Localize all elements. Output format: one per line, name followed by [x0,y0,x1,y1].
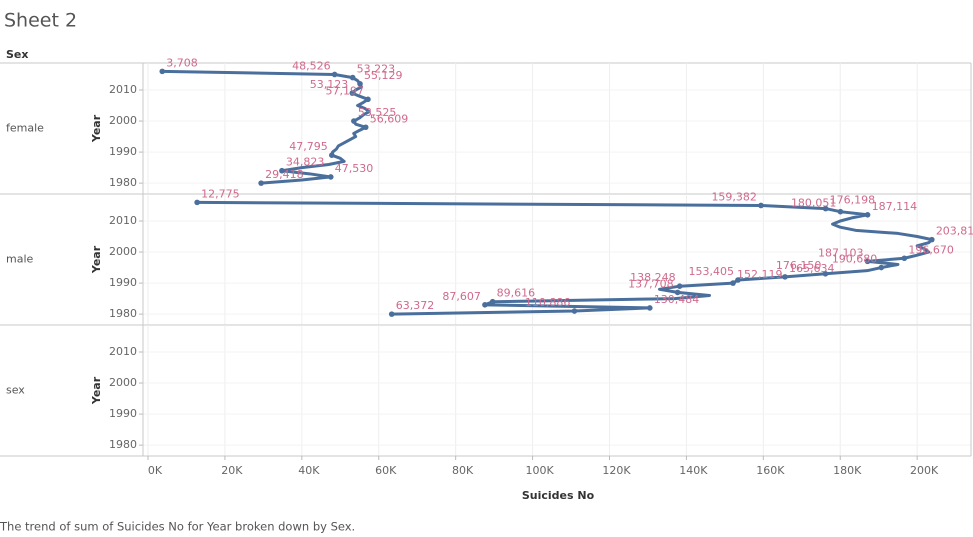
y-tick-label: 1980 [109,438,137,451]
data-label: 55,129 [364,69,403,82]
data-label: 53,525 [358,106,397,119]
data-label: 196,670 [908,243,954,256]
point [901,255,908,262]
y-tick-label: 2000 [109,245,137,258]
y-axis-title: Year [90,376,103,405]
data-label: 152,119 [737,268,783,281]
point [327,174,334,180]
y-tick-label: 1990 [109,276,137,289]
y-tick-label: 2010 [109,345,137,358]
data-label: 159,382 [711,190,757,203]
point [822,270,829,277]
data-label: 137,708 [628,277,674,290]
y-tick-label: 2010 [109,214,137,227]
y-axis-title: Year [90,245,103,274]
y-tick-label: 1990 [109,407,137,420]
y-tick-label: 2000 [109,376,137,389]
data-label: 153,405 [688,265,734,278]
data-label: 34,823 [286,156,325,169]
x-tick-label: 120K [602,464,631,477]
point [357,80,363,87]
data-label: 203,814 [936,225,973,238]
x-tick-label: 60K [375,464,397,477]
data-label: 180,051 [791,197,837,210]
point [331,71,338,78]
facet-label: sex [6,384,25,397]
chart-title: Sheet 2 [4,10,77,32]
point [388,311,395,317]
point [159,68,166,75]
x-tick-label: 100K [525,464,554,477]
data-label: 47,530 [335,162,374,175]
caption: The trend of sum of Suicides No for Year… [0,520,355,534]
point [782,274,788,280]
point [674,289,681,296]
point [349,74,356,81]
point [837,208,844,215]
point [482,302,488,308]
point [735,277,741,283]
data-label: 190,680 [832,253,878,266]
facet-label: female [6,122,44,135]
data-label: 187,114 [872,200,918,213]
point [194,199,200,206]
point [647,305,653,311]
x-tick-label: 180K [833,464,862,477]
data-label: 12,775 [201,187,240,200]
data-label: 138,248 [630,271,676,284]
data-label: 176,150 [776,259,822,272]
y-tick-label: 1990 [109,145,137,158]
x-tick-label: 40K [298,464,320,477]
data-label: 176,198 [830,194,876,207]
data-label: 48,526 [292,59,331,72]
x-tick-label: 0K [148,464,163,477]
x-tick-label: 140K [679,464,708,477]
point [822,205,829,212]
data-label: 47,795 [289,140,328,153]
y-tick-label: 2000 [109,114,137,127]
point [676,283,683,289]
point [929,236,935,243]
point [730,280,736,286]
x-tick-label: 80K [452,464,474,477]
data-label: 165,634 [789,262,835,275]
x-tick-label: 20K [221,464,243,477]
y-axis-title: Year [90,114,103,143]
y-tick-label: 1980 [109,307,137,320]
point [571,308,578,314]
data-label: 63,372 [396,299,435,312]
data-label: 187,103 [818,246,864,259]
x-axis-title: Suicides No [522,489,595,502]
data-label: 29,418 [265,168,304,181]
data-label: 130,484 [654,293,700,306]
data-label: 57,197 [325,84,364,97]
point [349,90,356,96]
point [365,96,371,103]
point [758,202,764,209]
data-label: 53,123 [310,78,349,91]
point [362,124,369,131]
point [351,118,357,124]
x-tick-label: 160K [756,464,785,477]
data-label: 3,708 [166,56,198,69]
data-label: 56,609 [370,112,409,125]
point [489,298,496,305]
point [329,152,335,158]
point [878,264,885,271]
y-tick-label: 2010 [109,83,137,96]
point [258,180,264,186]
point [864,211,871,218]
facet-label: male [6,253,34,266]
y-tick-label: 1980 [109,176,137,189]
data-label: 110,886 [525,296,571,309]
point [279,167,285,174]
row-header: Sex [6,48,28,61]
data-label: 89,616 [497,287,536,300]
point [864,258,871,265]
x-tick-label: 200K [910,464,939,477]
data-label: 53,223 [357,63,396,76]
data-label: 87,607 [442,290,481,303]
